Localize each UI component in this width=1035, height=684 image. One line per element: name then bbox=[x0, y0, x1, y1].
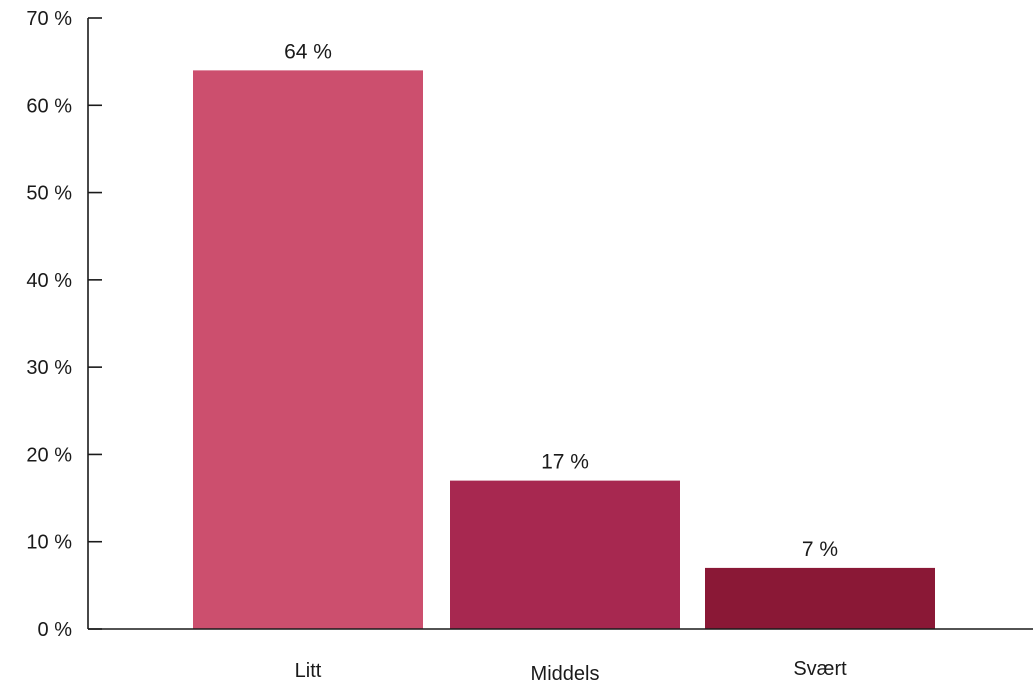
x-category-label: Middels bbox=[531, 663, 600, 684]
bar-value-label: 7 % bbox=[802, 538, 838, 561]
bar-svært bbox=[705, 567, 935, 629]
y-tick-label: 40 % bbox=[26, 270, 72, 292]
x-category-label: Svært bbox=[793, 658, 847, 680]
y-tick-label: 0 % bbox=[38, 619, 73, 641]
y-tick-label: 70 % bbox=[26, 8, 72, 30]
bar-value-label: 64 % bbox=[284, 40, 332, 63]
data-labels: 64 % 17 % 7 % bbox=[284, 40, 838, 561]
bar-value-label: 17 % bbox=[541, 451, 589, 474]
x-axis-category-labels: Litt Middels Svært bbox=[295, 658, 847, 684]
y-tick-label: 30 % bbox=[26, 357, 72, 379]
y-tick-label: 10 % bbox=[26, 532, 72, 554]
y-axis-ticks: 0 % 10 % 20 % 30 % 40 % 50 % 60 % 70 % bbox=[26, 8, 102, 641]
y-tick-label: 50 % bbox=[26, 183, 72, 205]
bar-litt bbox=[193, 70, 423, 629]
y-tick-label: 20 % bbox=[26, 444, 72, 466]
bars bbox=[193, 70, 935, 629]
x-category-label: Litt bbox=[295, 660, 322, 682]
bar-middels bbox=[450, 480, 680, 629]
y-tick-label: 60 % bbox=[26, 95, 72, 117]
